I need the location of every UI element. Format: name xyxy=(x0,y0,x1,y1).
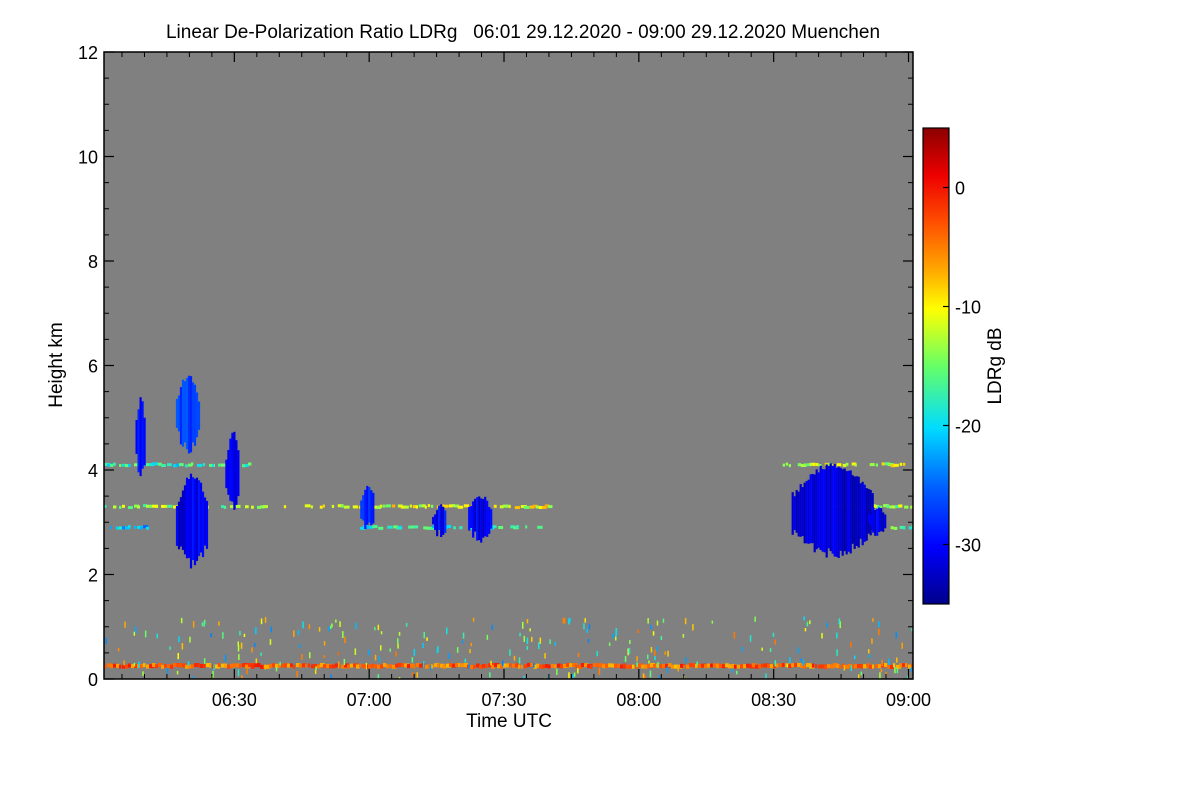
x-tick-label: 09:00 xyxy=(886,690,931,710)
x-tick-label: 06:30 xyxy=(212,690,257,710)
y-tick-label: 12 xyxy=(78,43,98,63)
data-layer xyxy=(104,375,913,679)
plot-background xyxy=(104,52,913,679)
x-axis-label: Time UTC xyxy=(466,711,552,732)
layer-layer-4.1km-late xyxy=(782,462,906,468)
y-tick-label: 2 xyxy=(88,566,98,586)
feature-midlevel-patch-0715 xyxy=(432,504,447,537)
y-tick-label: 6 xyxy=(88,357,98,377)
layer-layer-2.9km-early xyxy=(110,525,150,530)
feature-upper-cloud-streak-1 xyxy=(135,397,146,477)
y-axis-label: Height km xyxy=(46,322,67,408)
y-tick-label: 8 xyxy=(88,252,98,272)
colorbar-tick-label: 0 xyxy=(955,179,965,199)
chart-title: Linear De-Polarization Ratio LDRg 06:01 … xyxy=(166,22,880,43)
x-tick-label: 08:00 xyxy=(616,690,661,710)
y-tick-label: 10 xyxy=(78,148,98,168)
feature-midlevel-patch-0700 xyxy=(360,485,375,529)
colorbar-label: LDRg dB xyxy=(985,327,1006,404)
x-axis: 06:30 07:00 07:30 08:00 08:30 09:00 xyxy=(121,52,931,710)
feature-midlevel-patch-0722 xyxy=(468,496,493,543)
colorbar-tick-label: -30 xyxy=(955,536,981,556)
y-axis: 0 2 4 6 8 10 12 xyxy=(78,43,913,690)
y-tick-label: 4 xyxy=(88,461,98,481)
y-tick-label: 0 xyxy=(88,670,98,690)
x-tick-label: 07:30 xyxy=(481,690,526,710)
layer-surface-layer xyxy=(104,662,913,669)
feature-falling-cloud-column xyxy=(175,473,209,569)
layer-layer-4.1km xyxy=(104,462,252,468)
colorbar-ticks: 0 -10 -20 -30 xyxy=(943,179,981,556)
layer-layer-2.9km-mid xyxy=(360,525,543,530)
feature-main-cloud-mass-0820 xyxy=(791,463,874,558)
x-tick-label: 07:00 xyxy=(347,690,392,710)
feature-upper-cloud-streak-3 xyxy=(225,431,240,510)
feature-upper-cloud-streak-2 xyxy=(175,375,201,454)
colorbar-tick-label: -20 xyxy=(955,417,981,437)
colorbar-tick-label: -10 xyxy=(955,298,981,318)
feature-trailing-patch-0850 xyxy=(868,507,887,536)
x-tick-label: 08:30 xyxy=(751,690,796,710)
colorbar xyxy=(922,127,950,605)
